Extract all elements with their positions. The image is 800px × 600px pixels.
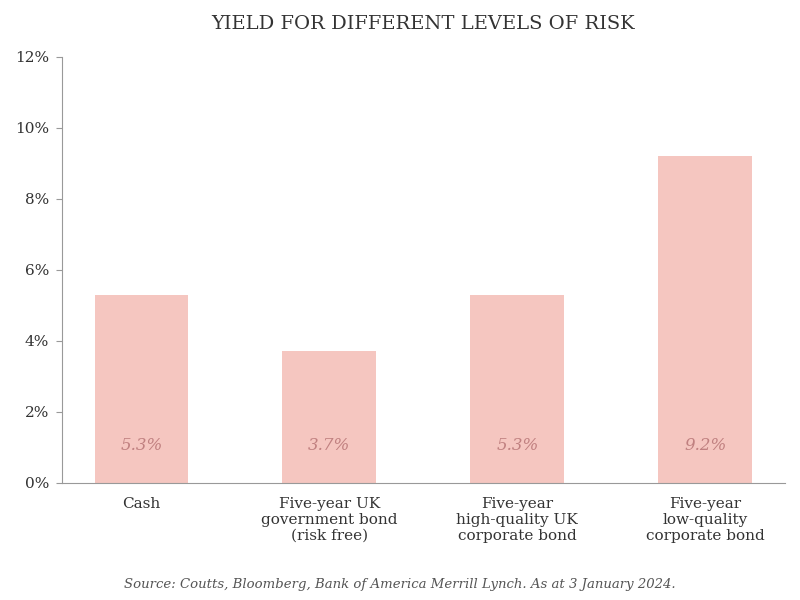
Text: Source: Coutts, Bloomberg, Bank of America Merrill Lynch. As at 3 January 2024.: Source: Coutts, Bloomberg, Bank of Ameri… [124, 578, 676, 591]
Bar [282, 352, 376, 483]
Text: 3.7%: 3.7% [308, 437, 350, 454]
Text: 9.2%: 9.2% [684, 437, 726, 454]
Bar [470, 295, 564, 483]
Title: YIELD FOR DIFFERENT LEVELS OF RISK: YIELD FOR DIFFERENT LEVELS OF RISK [211, 15, 635, 33]
Text: 5.3%: 5.3% [496, 437, 538, 454]
Bar [658, 156, 752, 483]
Text: 5.3%: 5.3% [120, 437, 162, 454]
Bar [94, 295, 189, 483]
